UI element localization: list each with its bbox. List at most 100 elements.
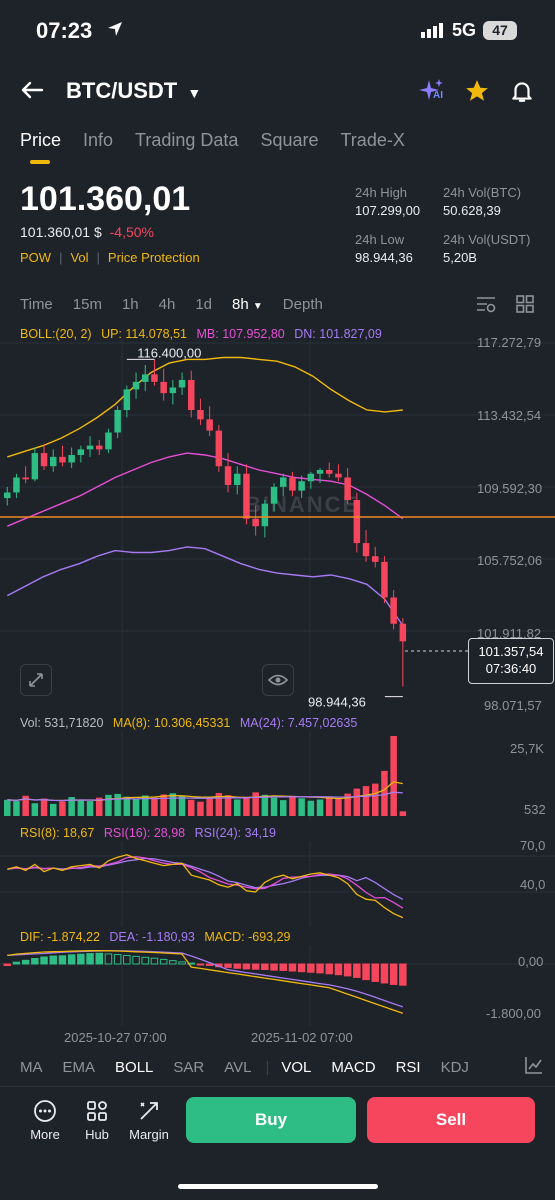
macd-bar <box>297 963 306 973</box>
eye-icon[interactable] <box>262 664 294 696</box>
rsi16-label: RSI(16): 28,98 <box>103 826 186 840</box>
ind-ma[interactable]: MA <box>20 1058 43 1076</box>
volume-bar <box>68 797 75 816</box>
macd-bar <box>261 963 269 970</box>
ind-sar[interactable]: SAR <box>173 1058 205 1076</box>
stat-vol-btc-value: 50.628,39 <box>443 203 501 218</box>
candle-body <box>178 379 186 388</box>
tag-price-protection[interactable]: Price Protection <box>107 250 200 265</box>
macd-bar <box>187 962 195 965</box>
tab-info[interactable]: Info <box>83 130 114 150</box>
macd-bar <box>58 955 67 965</box>
macd-dif-line <box>7 949 404 1014</box>
pair-label: BTC/USDT <box>66 78 178 103</box>
ind-avl[interactable]: AVL <box>224 1058 252 1076</box>
tab-price[interactable]: Price <box>20 130 62 150</box>
volume-bar <box>399 811 407 816</box>
ind-macd[interactable]: MACD <box>331 1058 376 1076</box>
candle-body <box>114 409 121 433</box>
interval-8h[interactable]: 8h ▼ <box>232 296 263 313</box>
interval-4h[interactable]: 4h <box>158 296 176 313</box>
macd-bar <box>316 963 324 974</box>
hub-button[interactable]: Hub <box>80 1098 114 1142</box>
volume-bar <box>280 800 287 816</box>
expand-icon[interactable] <box>20 664 52 696</box>
volume-bar <box>344 793 351 816</box>
ind-kdj[interactable]: KDJ <box>440 1058 469 1076</box>
volume-bar <box>243 796 250 816</box>
candle-body <box>206 419 213 431</box>
bell-icon[interactable] <box>509 78 535 109</box>
rsi8-line <box>7 854 404 919</box>
stat-vol-usdt-label: 24h Vol(USDT) <box>443 232 531 247</box>
macd-bar <box>205 963 214 967</box>
candle-body <box>307 473 315 482</box>
boll-dn-line <box>6 546 404 626</box>
volume-bar <box>4 799 11 816</box>
interval-bar: Time 15m 1h 4h 1d 8h ▼ Depth <box>20 296 323 313</box>
volume-bar <box>105 794 112 816</box>
buy-button[interactable]: Buy <box>186 1097 356 1143</box>
candle-body <box>270 486 278 504</box>
chart-settings-icon[interactable] <box>475 294 497 319</box>
candle-body <box>243 473 250 519</box>
macd-bar <box>353 963 361 978</box>
macd-bar <box>279 963 287 971</box>
interval-1h[interactable]: 1h <box>121 296 139 313</box>
macd-axis-top: 0,00 <box>518 954 544 969</box>
sell-button[interactable]: Sell <box>367 1097 535 1143</box>
volume-bar <box>197 801 204 816</box>
rsi16-line <box>7 856 404 909</box>
margin-icon <box>140 1102 158 1120</box>
candle-body <box>4 492 11 499</box>
tag-vol[interactable]: Vol <box>70 250 89 265</box>
ind-ema[interactable]: EMA <box>62 1058 96 1076</box>
interval-caret-icon: ▼ <box>252 301 263 312</box>
tab-square[interactable]: Square <box>260 130 319 150</box>
ind-boll[interactable]: BOLL <box>115 1058 154 1076</box>
boll-mb: MB: 107.952,80 <box>196 327 285 341</box>
candle-body <box>215 430 223 467</box>
tag-pow[interactable]: POW <box>20 250 52 265</box>
ind-rsi[interactable]: RSI <box>395 1058 421 1076</box>
grid-layout-icon[interactable] <box>515 294 535 319</box>
star-icon[interactable] <box>464 78 490 109</box>
tab-trade-x[interactable]: Trade-X <box>340 130 405 150</box>
ai-sparkle-icon[interactable]: AI <box>419 78 447 109</box>
candle-body <box>335 473 342 478</box>
candle-body <box>96 445 103 450</box>
more-icon <box>34 1100 56 1122</box>
macd-bar <box>159 958 168 965</box>
back-arrow-icon[interactable] <box>20 80 44 105</box>
last-price-marker[interactable]: 101.357,54 07:36:40 <box>468 638 554 684</box>
candle-body <box>160 381 167 394</box>
macd-bar <box>380 963 389 984</box>
macd-bar <box>270 963 278 971</box>
macd-bar <box>399 963 407 986</box>
macd-bar <box>371 963 379 982</box>
tab-trading-data[interactable]: Trading Data <box>135 130 239 150</box>
candle-body <box>261 503 269 527</box>
ind-vol[interactable]: VOL <box>281 1058 312 1076</box>
ai-badge: AI <box>433 90 443 101</box>
candle-body <box>344 477 351 500</box>
interval-depth[interactable]: Depth <box>282 296 323 313</box>
indicator-settings-icon[interactable] <box>524 1055 544 1080</box>
volume-bar <box>31 803 39 816</box>
pair-selector[interactable]: BTC/USDT ▼ <box>66 78 201 104</box>
volume-bar <box>326 797 333 816</box>
rsi8-label: RSI(8): 18,67 <box>20 826 95 840</box>
interval-1d[interactable]: 1d <box>195 296 213 313</box>
margin-button[interactable]: Margin <box>128 1098 170 1142</box>
interval-15m[interactable]: 15m <box>72 296 102 313</box>
more-button[interactable]: More <box>28 1098 62 1142</box>
boll-label: BOLL:(20, 2) <box>20 327 92 341</box>
macd-bar <box>49 955 57 965</box>
status-time: 07:23 <box>36 18 93 43</box>
interval-time[interactable]: Time <box>20 296 53 313</box>
volume-bar <box>13 801 20 816</box>
vol-axis-bottom: 532 <box>524 802 546 817</box>
macd-bar <box>95 952 103 965</box>
vol-ma24: MA(24): 7.457,02635 <box>239 716 358 730</box>
